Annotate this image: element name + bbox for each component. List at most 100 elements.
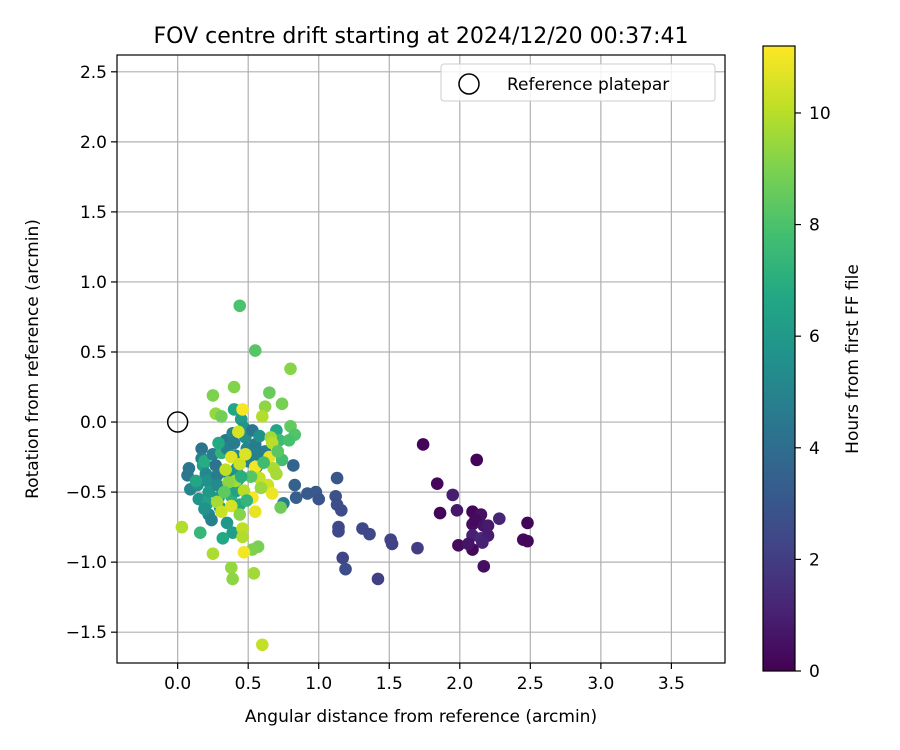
data-point <box>411 541 424 555</box>
y-tick-label: 2.0 <box>80 133 107 153</box>
data-point <box>492 512 506 526</box>
data-point <box>233 508 247 521</box>
data-point <box>255 638 269 652</box>
data-point <box>236 530 249 544</box>
chart-title: FOV centre drift starting at 2024/12/20 … <box>154 24 689 49</box>
legend-box <box>440 63 716 102</box>
y-tick-label: −1.5 <box>66 623 107 643</box>
data-point <box>450 503 464 517</box>
y-tick-label: −1.0 <box>66 553 107 573</box>
colorbar-tick-label: 4 <box>809 439 820 459</box>
data-point <box>287 459 300 472</box>
data-point <box>446 488 460 502</box>
x-tick-label: 3.5 <box>658 674 685 694</box>
data-point <box>212 436 225 450</box>
data-point <box>371 572 385 586</box>
data-point <box>253 429 266 443</box>
data-point <box>209 459 223 472</box>
reference-platepar-marker <box>166 411 189 433</box>
data-point <box>234 470 248 483</box>
data-point <box>282 433 296 447</box>
data-point <box>255 410 269 423</box>
x-tick-label: 2.5 <box>517 674 544 694</box>
data-point <box>219 463 232 476</box>
data-point <box>175 520 189 534</box>
data-point <box>244 470 258 483</box>
data-point <box>237 484 251 497</box>
data-point <box>476 536 489 549</box>
data-point <box>521 534 534 548</box>
data-point <box>193 526 207 540</box>
legend: Reference platepar <box>440 63 716 102</box>
data-point <box>217 485 231 499</box>
data-point <box>247 567 261 580</box>
data-point <box>289 491 303 504</box>
colorbar-tick-label: 0 <box>809 662 820 682</box>
y-tick-label: 1.5 <box>80 203 107 223</box>
data-point <box>312 492 326 506</box>
data-point <box>232 425 245 439</box>
data-point <box>233 457 247 471</box>
y-tick-label: 0.0 <box>80 413 107 433</box>
grid <box>117 55 725 663</box>
x-axis-label: Angular distance from reference (arcmin) <box>245 707 597 727</box>
data-point <box>205 513 218 527</box>
x-axis-ticks: 0.0 0.5 1.0 1.5 2.0 2.5 3.0 3.5 <box>164 663 685 694</box>
data-point <box>477 560 491 573</box>
data-point <box>452 539 465 552</box>
colorbar-tick-label: 2 <box>809 550 820 570</box>
data-point <box>270 467 283 481</box>
data-point <box>202 485 215 499</box>
x-tick-label: 3.0 <box>587 674 614 694</box>
data-point <box>240 494 254 507</box>
data-point <box>461 537 475 551</box>
data-point <box>227 380 241 394</box>
data-point <box>206 389 220 402</box>
data-point <box>189 474 203 488</box>
data-point <box>274 501 287 514</box>
x-tick-label: 0.5 <box>235 674 262 694</box>
data-point <box>216 532 230 545</box>
data-point <box>239 447 252 461</box>
data-point <box>224 561 238 575</box>
data-point <box>288 478 302 492</box>
data-point <box>198 502 211 516</box>
data-point <box>233 299 247 313</box>
legend-marker <box>458 73 480 95</box>
data-points <box>175 299 534 652</box>
x-tick-label: 0.0 <box>164 674 191 694</box>
data-point <box>363 527 376 541</box>
y-axis-ticks: 2.5 2.0 1.5 1.0 0.5 0.0 −0.5 −1.0 −1.5 <box>66 63 117 643</box>
data-point <box>195 442 208 455</box>
data-point <box>257 456 271 469</box>
y-tick-label: 0.5 <box>80 343 107 363</box>
y-tick-label: 2.5 <box>80 63 107 83</box>
data-point <box>416 438 430 451</box>
data-point <box>430 477 444 490</box>
x-tick-label: 2.0 <box>446 674 473 694</box>
legend-label: Reference platepar <box>507 75 669 95</box>
y-tick-label: −0.5 <box>66 483 107 503</box>
colorbar-tick-label: 6 <box>809 327 820 347</box>
data-point <box>330 471 344 485</box>
data-point <box>258 400 272 413</box>
data-point <box>339 562 352 576</box>
data-point <box>224 450 238 464</box>
data-point <box>334 503 348 517</box>
data-point <box>284 362 297 376</box>
data-point <box>332 525 345 538</box>
data-point <box>265 487 279 500</box>
data-point <box>385 537 399 551</box>
colorbar-tick-label: 10 <box>809 104 831 124</box>
data-point <box>236 403 249 416</box>
x-tick-label: 1.0 <box>305 674 332 694</box>
data-point <box>275 397 289 411</box>
data-point <box>206 547 220 561</box>
data-point <box>198 454 211 468</box>
data-point <box>237 546 251 559</box>
data-point <box>521 516 534 530</box>
data-point <box>226 572 239 586</box>
y-tick-label: 1.0 <box>80 273 107 293</box>
data-point <box>263 386 276 399</box>
